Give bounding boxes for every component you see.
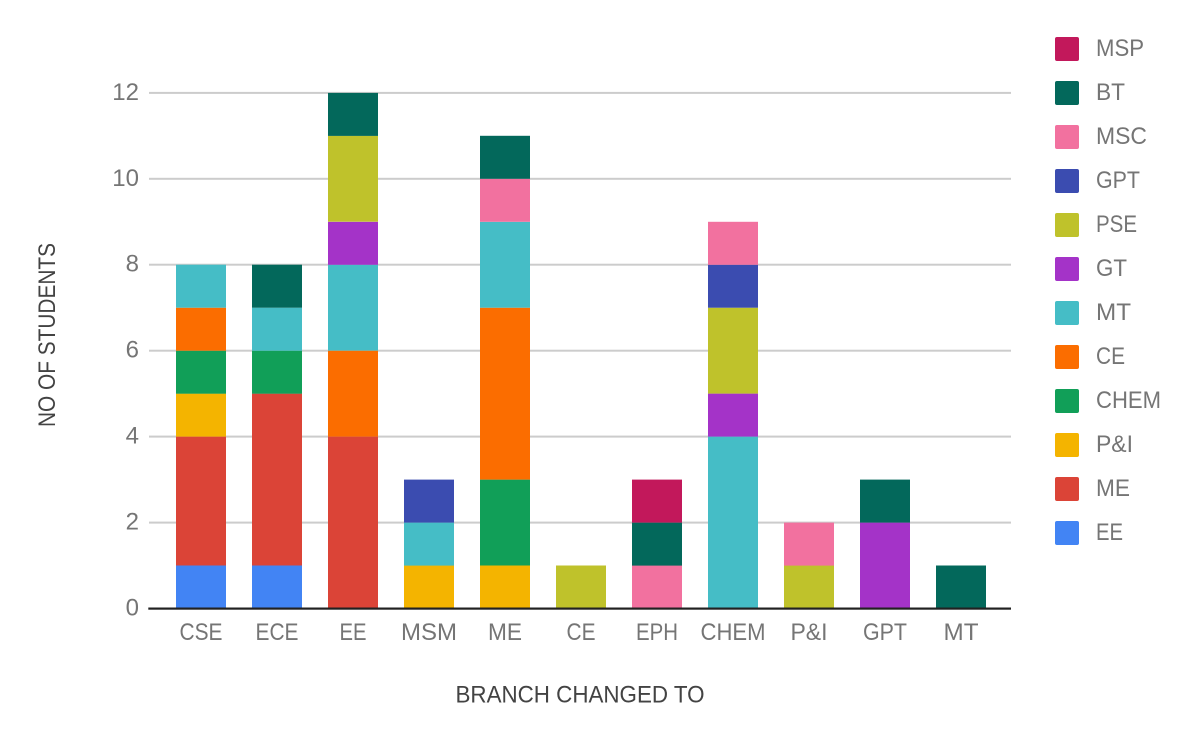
svg-text:CHEM: CHEM	[1096, 387, 1161, 414]
svg-text:MT: MT	[1096, 299, 1131, 326]
svg-text:BT: BT	[1096, 79, 1125, 106]
svg-text:12: 12	[112, 79, 139, 106]
svg-text:2: 2	[126, 509, 139, 536]
svg-text:GPT: GPT	[863, 619, 907, 646]
svg-text:BRANCH CHANGED TO: BRANCH CHANGED TO	[456, 681, 705, 708]
svg-text:CHEM: CHEM	[701, 619, 766, 646]
svg-text:6: 6	[126, 337, 139, 364]
svg-text:MSC: MSC	[1096, 123, 1147, 150]
svg-text:NO OF STUDENTS: NO OF STUDENTS	[34, 243, 61, 427]
svg-text:GT: GT	[1096, 255, 1127, 282]
svg-text:MT: MT	[944, 619, 979, 646]
svg-text:MSP: MSP	[1096, 35, 1144, 62]
svg-text:P&I: P&I	[791, 619, 828, 646]
svg-text:GPT: GPT	[1096, 167, 1140, 194]
svg-text:CE: CE	[1096, 343, 1125, 370]
svg-text:ME: ME	[488, 619, 522, 646]
svg-text:4: 4	[126, 423, 139, 450]
svg-text:EE: EE	[1096, 519, 1123, 546]
svg-text:PSE: PSE	[1096, 211, 1137, 238]
svg-text:MSM: MSM	[401, 619, 457, 646]
svg-text:CE: CE	[567, 619, 596, 646]
svg-text:8: 8	[126, 251, 139, 278]
svg-text:EE: EE	[340, 619, 367, 646]
svg-text:10: 10	[112, 165, 139, 192]
svg-text:EPH: EPH	[636, 619, 678, 646]
svg-text:CSE: CSE	[180, 619, 223, 646]
svg-text:P&I: P&I	[1096, 431, 1133, 458]
svg-text:ECE: ECE	[256, 619, 299, 646]
svg-text:0: 0	[126, 595, 139, 622]
svg-text:ME: ME	[1096, 475, 1130, 502]
